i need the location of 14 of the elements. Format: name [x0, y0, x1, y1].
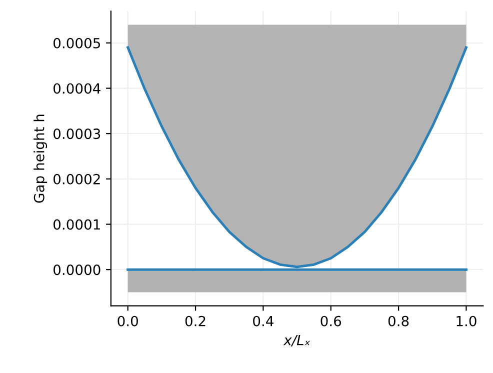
y-tick-label: 0.0003 — [54, 128, 100, 140]
y-axis-title: Gap height h — [34, 114, 48, 203]
y-tick-label: 0.0005 — [54, 38, 100, 48]
x-tick-label: 1.0 — [456, 316, 476, 326]
x-tick-label: 0.0 — [118, 316, 138, 326]
y-tick-label: 0.0000 — [54, 264, 100, 276]
x-tick-label: 0.6 — [320, 316, 342, 326]
x-tick-label: 0.2 — [185, 316, 206, 326]
x-tick-label: 0.4 — [253, 316, 274, 326]
y-tick-label: 0.0001 — [54, 219, 100, 230]
y-tick-label: 0.0002 — [54, 174, 100, 184]
x-axis-title: x/Lₓ — [283, 335, 310, 346]
x-tick-label: 0.8 — [388, 316, 409, 326]
y-tick-label: 0.0004 — [54, 83, 100, 94]
